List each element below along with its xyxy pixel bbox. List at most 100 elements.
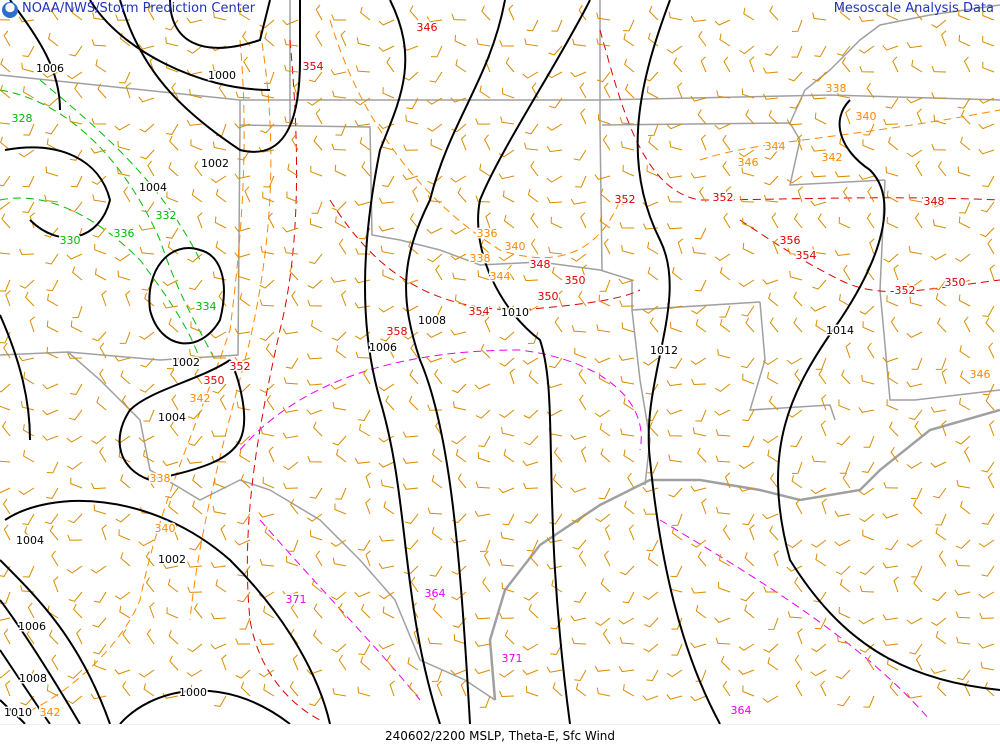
wind-barb: [450, 669, 467, 676]
wind-barb: [622, 684, 635, 697]
wind-barb: [812, 279, 827, 290]
wind-barb: [930, 201, 947, 208]
wind-barb: [378, 123, 395, 130]
wind-barb: [623, 33, 635, 47]
wind-barb: [722, 161, 731, 177]
wind-barb: [3, 342, 11, 359]
wind-barb: [306, 513, 323, 522]
wind-barb: [219, 394, 227, 411]
wind-barb: [114, 123, 131, 131]
wind-barb: [915, 160, 923, 177]
wind-barb: [618, 278, 635, 285]
wind-barb: [796, 134, 803, 151]
wind-barb: [210, 561, 227, 569]
wind-barb: [426, 227, 443, 234]
wind-barb: [987, 472, 995, 489]
wind-barb: [524, 38, 539, 47]
wind-barb: [23, 371, 35, 385]
wind-barb: [451, 123, 467, 133]
wind-barb: [671, 617, 683, 630]
wind-barb: [600, 578, 611, 593]
wind-barb: [981, 461, 995, 473]
wind-barb: [331, 201, 347, 212]
wind-barb: [192, 474, 203, 489]
wind-barb: [673, 57, 683, 73]
wind-barb: [237, 591, 251, 603]
wind-barb: [811, 455, 827, 463]
wind-barb: [834, 539, 851, 547]
wind-barb: [332, 557, 347, 567]
wind-barb: [502, 87, 515, 99]
wind-barb: [338, 238, 347, 255]
wind-barb: [402, 457, 419, 464]
isobar-label: 1004: [158, 411, 186, 424]
wind-barb: [475, 195, 491, 203]
wind-barb: [282, 590, 299, 597]
wind-barb: [332, 90, 347, 99]
wind-barb: [118, 450, 131, 463]
wind-barb: [1, 213, 11, 229]
wind-barb: [622, 19, 635, 32]
wind-barb: [570, 487, 587, 493]
wind-barb: [285, 357, 299, 369]
wind-barb: [282, 226, 299, 233]
wind-barb: [889, 681, 899, 697]
wind-barb: [23, 123, 35, 136]
wind-barb: [546, 563, 563, 570]
wind-barb: [503, 449, 515, 463]
wind-barb: [46, 320, 59, 333]
wind-barb: [647, 123, 659, 136]
wind-barb: [546, 146, 563, 153]
wind-barb: [479, 695, 491, 708]
wind-barb: [618, 199, 635, 206]
wind-barb: [764, 149, 779, 160]
wind-barb: [283, 461, 299, 471]
wind-barb: [524, 435, 539, 446]
theta-e-label: 346: [970, 368, 991, 381]
isobar-label: 1004: [139, 181, 167, 194]
wind-barb: [744, 552, 755, 567]
wind-barb: [507, 264, 515, 281]
wind-barb: [330, 539, 347, 547]
wind-barb: [762, 435, 779, 444]
wind-barb: [742, 217, 755, 229]
wind-barb: [911, 59, 923, 73]
wind-barb: [982, 305, 995, 318]
wind-barb: [596, 71, 611, 83]
wind-barb: [763, 586, 778, 593]
wind-barb: [908, 194, 923, 203]
wind-barb: [767, 617, 779, 630]
wind-barb: [477, 305, 491, 317]
wind-barb: [690, 357, 707, 365]
wind-barb: [215, 241, 227, 255]
wind-barb: [498, 173, 515, 180]
wind-barb: [450, 253, 467, 261]
wind-barb: [794, 577, 803, 593]
wind-barb: [859, 565, 875, 575]
wind-barb: [378, 563, 395, 570]
wind-barb: [452, 272, 467, 281]
wind-barb: [138, 96, 155, 103]
wind-barb: [700, 56, 707, 73]
wind-barb: [906, 149, 923, 158]
wind-barb: [186, 669, 203, 677]
theta-e-label: 371: [502, 652, 523, 665]
wind-barb: [740, 357, 755, 369]
wind-barb: [287, 163, 299, 177]
wind-barb: [838, 606, 851, 619]
wind-barb: [956, 636, 971, 645]
wind-barb: [676, 82, 683, 99]
wind-barb: [262, 191, 275, 203]
wind-barb: [769, 317, 779, 333]
wind-barb: [603, 550, 611, 567]
wind-barb: [863, 695, 875, 708]
wind-barb: [557, 290, 563, 307]
wind-barb: [963, 316, 971, 333]
header-left-title: NOAA/NWS/Storm Prediction Center: [22, 1, 256, 16]
wind-barb: [479, 539, 491, 552]
wind-barb: [123, 186, 131, 203]
wind-barb: [263, 71, 275, 84]
wind-barb: [258, 669, 275, 678]
header-right-title: Mesoscale Analysis Data: [833, 1, 994, 16]
wind-barb: [787, 409, 803, 418]
